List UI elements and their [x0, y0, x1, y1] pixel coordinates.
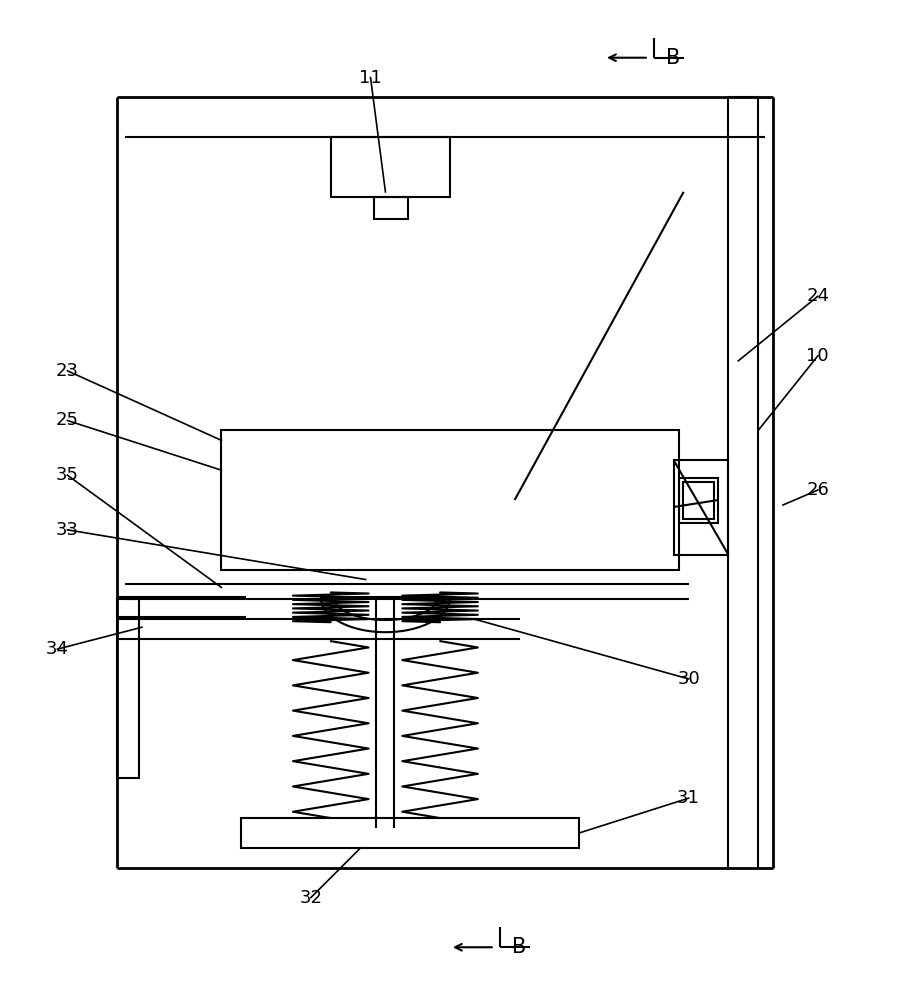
- Text: 30: 30: [677, 670, 700, 688]
- Text: 26: 26: [806, 481, 829, 499]
- Bar: [221, 430, 678, 570]
- Bar: [674, 460, 728, 555]
- Text: 31: 31: [677, 789, 700, 807]
- Text: 32: 32: [300, 889, 323, 907]
- Text: 25: 25: [56, 411, 79, 429]
- Text: 24: 24: [806, 287, 829, 305]
- Bar: [241, 818, 579, 848]
- Bar: [678, 478, 718, 523]
- Text: B: B: [665, 48, 680, 68]
- Text: 10: 10: [806, 347, 829, 365]
- Text: B: B: [512, 937, 526, 957]
- Bar: [683, 482, 715, 519]
- Text: 11: 11: [359, 69, 382, 87]
- Bar: [331, 137, 450, 197]
- Bar: [117, 599, 139, 778]
- Text: 35: 35: [56, 466, 79, 484]
- Text: 34: 34: [46, 640, 69, 658]
- Bar: [374, 197, 409, 219]
- Text: 23: 23: [56, 362, 79, 380]
- Text: 33: 33: [56, 521, 79, 539]
